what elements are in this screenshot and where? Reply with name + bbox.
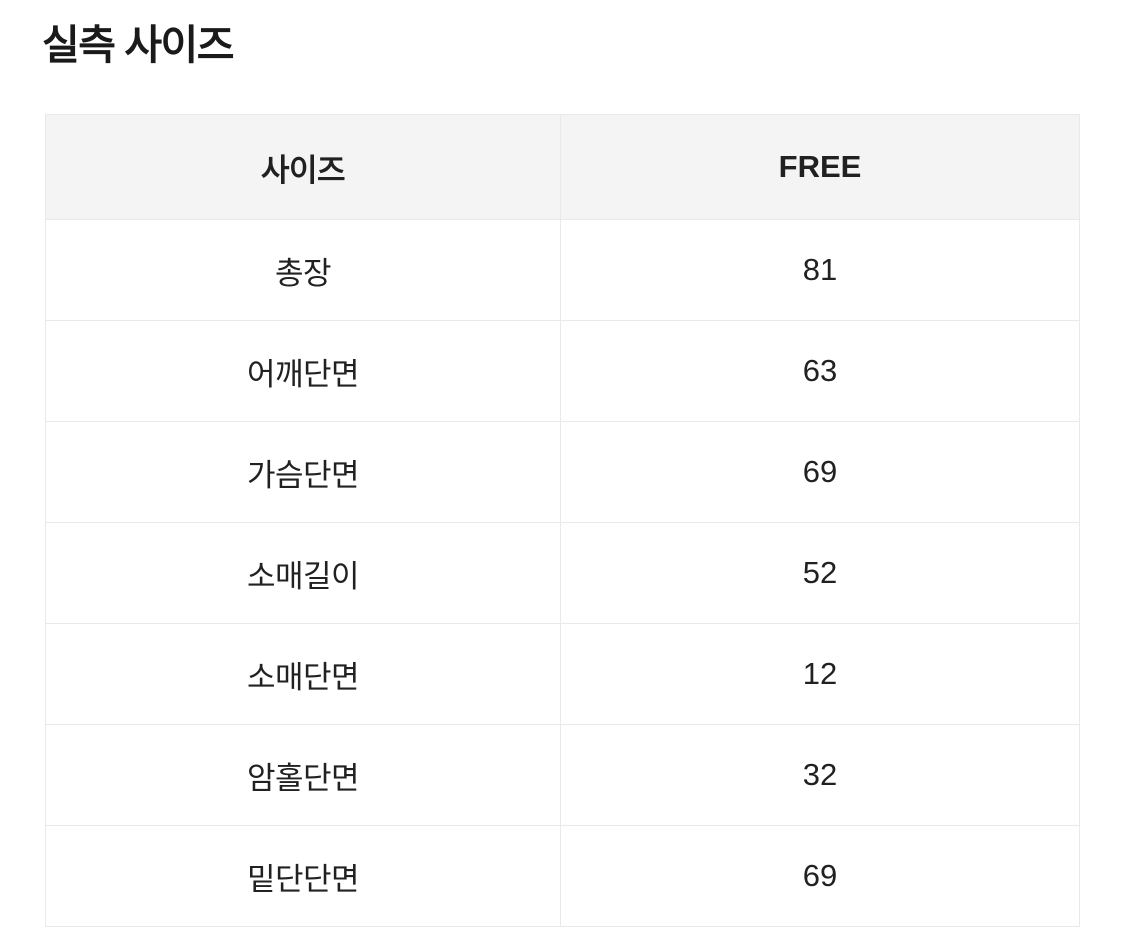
size-table-body: 총장 81 어깨단면 63 가슴단면 69 소매길이 52 소매단면 12 (45, 219, 1080, 928)
measurement-value: 32 (560, 724, 1080, 827)
table-row: 소매단면 12 (45, 623, 1080, 726)
size-table-header-free: FREE (560, 114, 1080, 221)
measurement-value: 12 (560, 623, 1080, 726)
table-row: 가슴단면 69 (45, 421, 1080, 524)
table-row: 소매길이 52 (45, 522, 1080, 625)
table-row: 밑단단면 69 (45, 825, 1080, 928)
page-title: 실측 사이즈 (42, 22, 235, 68)
size-table-header-size: 사이즈 (45, 114, 561, 221)
measurement-label: 소매단면 (45, 623, 561, 726)
measurement-value: 69 (560, 421, 1080, 524)
measurement-value: 81 (560, 219, 1080, 322)
measurement-value: 69 (560, 825, 1080, 928)
table-row: 총장 81 (45, 219, 1080, 322)
size-table-container: 사이즈 FREE 총장 81 어깨단면 63 가슴단면 69 소매길 (45, 114, 1080, 928)
measurement-label: 총장 (45, 219, 561, 322)
measurement-label: 가슴단면 (45, 421, 561, 524)
measurement-value: 52 (560, 522, 1080, 625)
table-row: 암홀단면 32 (45, 724, 1080, 827)
table-row: 어깨단면 63 (45, 320, 1080, 423)
header-row: 사이즈 FREE (45, 114, 1080, 221)
measurement-label: 암홀단면 (45, 724, 561, 827)
measurement-label: 밑단단면 (45, 825, 561, 928)
measurement-label: 어깨단면 (45, 320, 561, 423)
size-table-head: 사이즈 FREE (45, 114, 1080, 221)
measurement-value: 63 (560, 320, 1080, 423)
size-table: 사이즈 FREE 총장 81 어깨단면 63 가슴단면 69 소매길 (45, 114, 1080, 928)
measurement-label: 소매길이 (45, 522, 561, 625)
